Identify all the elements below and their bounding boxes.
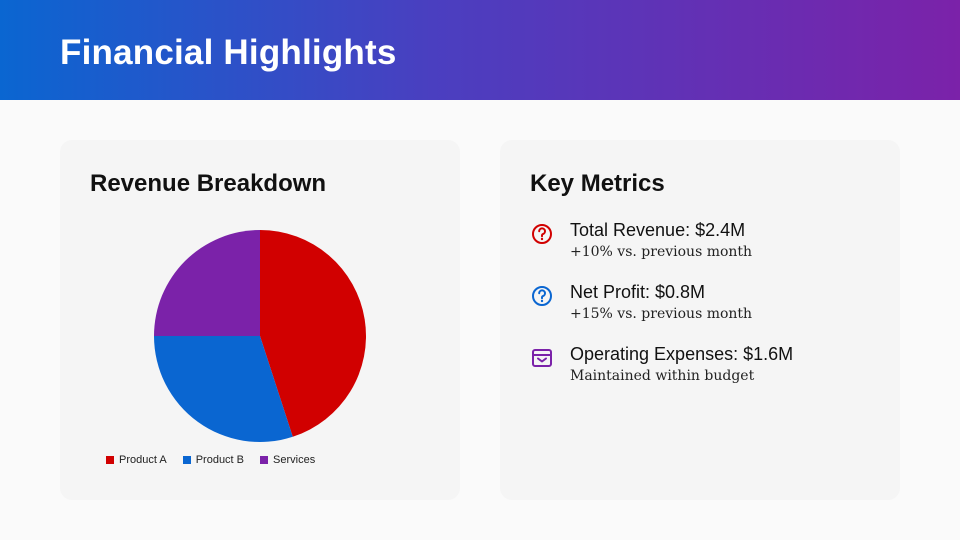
revenue-breakdown-card: Revenue Breakdown Product A Product B Se… (60, 140, 460, 500)
legend-item-product-a: Product A (106, 454, 167, 466)
legend-label: Product B (195, 454, 245, 466)
legend-label: Services (273, 454, 316, 466)
metric-title: Net Profit: $0.8M (570, 282, 706, 302)
help-circle-icon (532, 286, 552, 306)
revenue-pie-chart (154, 230, 366, 442)
pie-slice-product-a (260, 230, 366, 437)
metric-title: Total Revenue: $2.4M (570, 220, 746, 240)
metric-subtitle: +15% vs. previous month (570, 306, 753, 322)
legend-swatch (182, 456, 191, 464)
metrics-card-title: Key Metrics (530, 170, 665, 197)
revenue-card-title: Revenue Breakdown (90, 170, 327, 197)
metric-title: Operating Expenses: $1.6M (570, 344, 794, 364)
legend-swatch (106, 456, 114, 464)
metric-subtitle: +10% vs. previous month (570, 244, 753, 260)
pie-slice-product-b (154, 336, 293, 442)
header-banner: Financial Highlights (0, 0, 960, 100)
page-title: Financial Highlights (60, 33, 397, 72)
chart-legend: Product A Product B Services (106, 454, 315, 466)
archive-box-icon (532, 349, 552, 367)
legend-label: Product A (119, 454, 167, 466)
pie-slice-services (154, 230, 260, 336)
help-circle-icon (532, 224, 552, 244)
legend-item-product-b: Product B (182, 454, 245, 466)
metric-subtitle: Maintained within budget (570, 368, 755, 384)
legend-swatch (260, 456, 269, 464)
legend-item-services: Services (260, 454, 315, 466)
key-metrics-card: Key Metrics Total Revenue: $2.4M +10% vs… (500, 140, 900, 500)
